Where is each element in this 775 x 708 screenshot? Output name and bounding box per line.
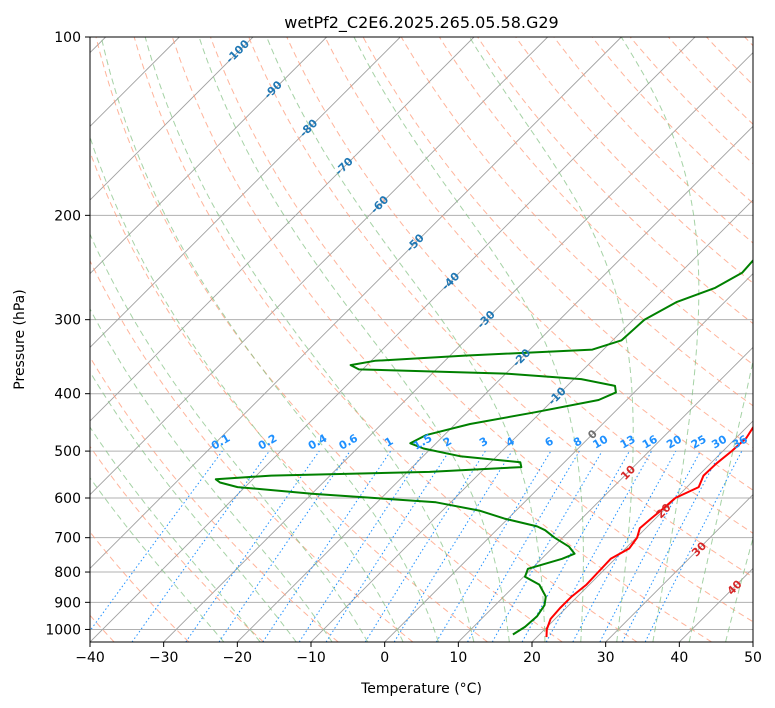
mixing-ratio-line bbox=[491, 450, 603, 642]
x-tick-label: −10 bbox=[296, 650, 326, 666]
plot-frame bbox=[89, 36, 754, 643]
y-axis-label: Pressure (hPa) bbox=[12, 289, 28, 389]
isotherm-line bbox=[163, 52, 753, 642]
plot-area bbox=[90, 37, 753, 642]
isotherm-line bbox=[90, 37, 401, 348]
dewpoint-profile-line bbox=[214, 259, 753, 636]
dry-adiabat-line bbox=[400, 37, 753, 407]
y-tick-label: 600 bbox=[54, 491, 81, 507]
x-tick-label: −30 bbox=[149, 650, 179, 666]
x-tick-label: 10 bbox=[449, 650, 467, 666]
dry-adiabat-line bbox=[515, 37, 753, 284]
mixing-ratio-line bbox=[218, 450, 351, 642]
moist-adiabat-line bbox=[144, 37, 475, 642]
mixing-ratio-line bbox=[521, 450, 630, 642]
mixing-ratio-line bbox=[185, 450, 320, 642]
isotherm-line bbox=[90, 37, 622, 569]
isotherm-line bbox=[90, 37, 475, 422]
y-tick-label: 300 bbox=[54, 313, 81, 329]
x-tick-label: −40 bbox=[75, 650, 105, 666]
moist-adiabat-line bbox=[90, 426, 261, 642]
chart-title: wetPf2_C2E6.2025.265.05.58.G29 bbox=[284, 13, 558, 33]
mixing-ratio-line bbox=[435, 450, 552, 642]
moist-adiabat-line bbox=[620, 37, 700, 642]
moist-adiabat-line bbox=[90, 232, 369, 642]
x-axis-label: Temperature (°C) bbox=[360, 681, 482, 697]
mixing-ratio-line bbox=[90, 450, 223, 632]
mixing-ratio-line bbox=[467, 450, 580, 642]
mixing-ratio-line bbox=[325, 450, 450, 642]
axes: −40 −30 −20 −10 0 10 20 30 40 50 100 200 300 400 500 60… bbox=[45, 30, 762, 666]
mixing-ratio-line bbox=[572, 450, 677, 642]
moist-adiabat-line bbox=[90, 308, 333, 642]
dry-adiabat-line bbox=[133, 37, 638, 642]
dry-adiabat-line bbox=[210, 37, 753, 623]
moist-adiabat-line bbox=[90, 370, 297, 642]
x-tick-label: 30 bbox=[597, 650, 615, 666]
y-tick-label: 1000 bbox=[45, 622, 81, 638]
dry-adiabat-line bbox=[362, 37, 753, 449]
mixing-ratio-line bbox=[364, 450, 486, 642]
isotherm-line bbox=[90, 37, 548, 496]
dry-adiabat-line bbox=[591, 37, 753, 204]
isotherm-line bbox=[90, 37, 696, 642]
moist-adiabat-line bbox=[90, 476, 225, 642]
x-tick-label: −20 bbox=[223, 650, 253, 666]
isotherm-line bbox=[531, 420, 753, 642]
isotherm-line bbox=[384, 273, 753, 642]
y-tick-label: 800 bbox=[54, 565, 81, 581]
moist-adiabat-line bbox=[353, 37, 584, 642]
moist-adiabat-line bbox=[90, 135, 404, 642]
mixing-ratio-line bbox=[393, 450, 513, 642]
dry-adiabat-line bbox=[90, 259, 414, 642]
y-tick-label: 400 bbox=[54, 387, 81, 403]
moist-adiabat-line bbox=[198, 37, 510, 642]
y-tick-label: 100 bbox=[54, 30, 81, 46]
dry-adiabat-line bbox=[629, 37, 753, 165]
y-tick-label: 700 bbox=[54, 531, 81, 547]
isotherm-line bbox=[237, 125, 753, 642]
moist-adiabat-line bbox=[266, 37, 546, 642]
dry-adiabat-line bbox=[324, 37, 753, 491]
isotherm-line bbox=[90, 37, 327, 275]
dry-adiabat-line bbox=[95, 37, 563, 642]
dry-adiabat-line bbox=[477, 37, 753, 325]
isotherm-line bbox=[605, 494, 753, 642]
moist-adiabat-line bbox=[725, 536, 753, 642]
moist-adiabat-line bbox=[100, 37, 439, 642]
temperature-profile-line bbox=[545, 425, 753, 638]
y-tick-label: 900 bbox=[54, 595, 81, 611]
x-tick-label: 50 bbox=[744, 650, 762, 666]
dry-adiabat-line bbox=[248, 37, 753, 578]
y-tick-label: 500 bbox=[54, 444, 81, 460]
dry-adiabat-line bbox=[171, 37, 712, 642]
mixing-ratio-line bbox=[545, 450, 653, 642]
x-tick-label: 40 bbox=[670, 650, 688, 666]
isotherm-line bbox=[90, 37, 254, 201]
dry-adiabat-line bbox=[90, 445, 264, 642]
x-tick-label: 0 bbox=[380, 650, 389, 666]
mixing-ratio-line bbox=[131, 450, 270, 642]
x-tick-label: 20 bbox=[523, 650, 541, 666]
moist-adiabat-line bbox=[688, 358, 753, 642]
y-tick-label: 200 bbox=[54, 208, 81, 224]
